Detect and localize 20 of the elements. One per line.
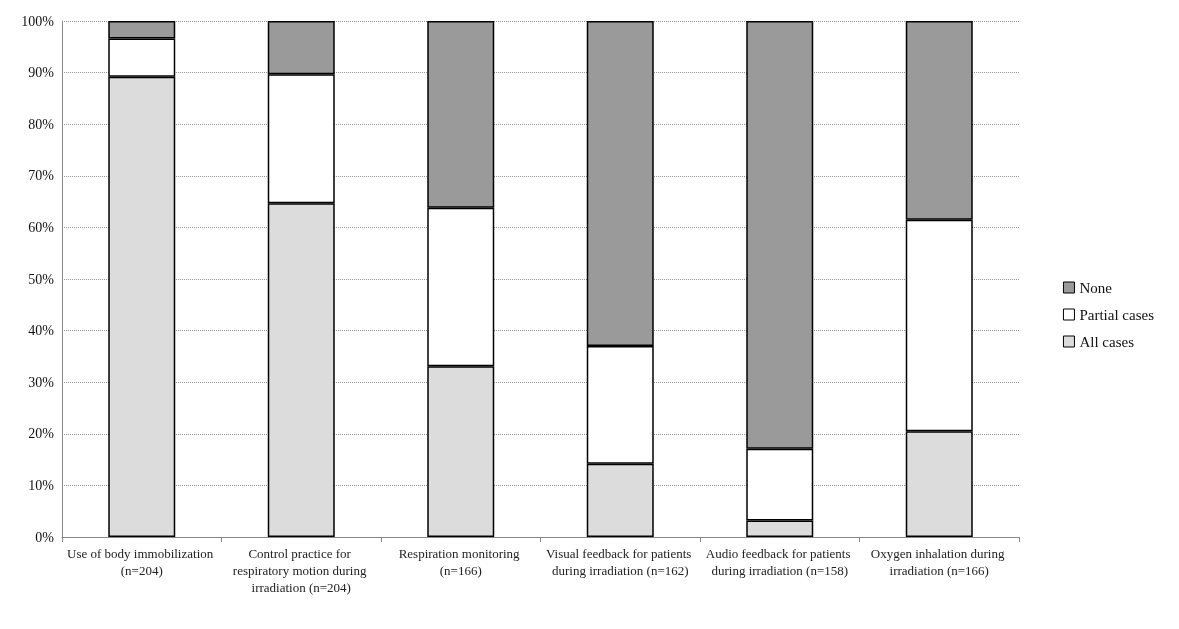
y-tick-label: 90%	[28, 65, 55, 81]
y-tick-label: 20%	[28, 426, 55, 442]
x-tick-label: Use of body immobilization (n=204)	[67, 546, 217, 578]
y-tick-label: 10%	[28, 477, 55, 493]
y-tick-label: 100%	[21, 13, 55, 29]
y-tick-label: 60%	[28, 219, 55, 235]
x-tick-label: Audio feedback for patients during irradiation (n=158)	[705, 546, 854, 578]
y-tick-label: 0%	[35, 529, 55, 545]
legend-label: None	[1079, 279, 1113, 296]
legend-label: All cases	[1079, 333, 1135, 350]
legend-label: Partial cases	[1079, 306, 1155, 323]
x-tick-label: Oxygen inhalation during irradiation (n=166)	[870, 546, 1008, 578]
y-tick-label: 30%	[28, 374, 55, 390]
y-tick-label: 70%	[28, 168, 55, 184]
x-tick-label: Control practice for respiratory motion during irradiation (n=204)	[232, 546, 370, 595]
x-tick-label: Visual feedback for patients during irradiation (n=162)	[545, 546, 695, 578]
y-tick-label: 50%	[28, 271, 55, 287]
y-tick-label: 40%	[28, 323, 55, 339]
x-tick-label: Respiration monitoring (n=166)	[398, 546, 523, 578]
y-tick-label: 80%	[28, 116, 55, 132]
